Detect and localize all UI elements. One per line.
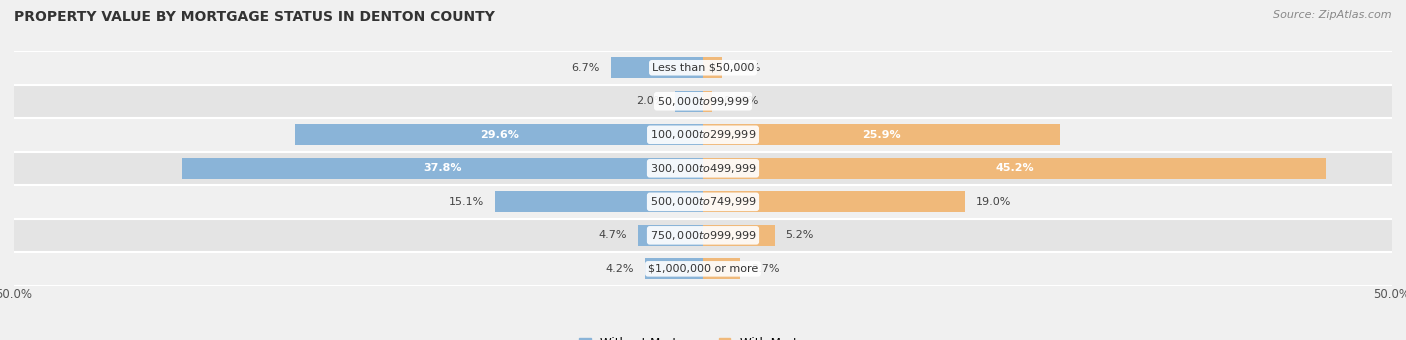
Text: 29.6%: 29.6% — [479, 130, 519, 140]
Text: 4.2%: 4.2% — [606, 264, 634, 274]
Bar — [14, 185, 1392, 219]
Bar — [645, 258, 703, 279]
Text: 2.7%: 2.7% — [751, 264, 780, 274]
Text: 2.0%: 2.0% — [636, 96, 665, 106]
Text: 15.1%: 15.1% — [449, 197, 484, 207]
Bar — [14, 219, 1392, 252]
Text: $50,000 to $99,999: $50,000 to $99,999 — [657, 95, 749, 108]
Text: $500,000 to $749,999: $500,000 to $749,999 — [650, 195, 756, 208]
Bar — [703, 191, 965, 212]
Bar — [703, 225, 775, 246]
Text: $100,000 to $299,999: $100,000 to $299,999 — [650, 128, 756, 141]
Bar — [14, 152, 1392, 185]
Bar — [610, 57, 703, 78]
Text: 19.0%: 19.0% — [976, 197, 1011, 207]
Bar — [495, 191, 703, 212]
Text: 4.7%: 4.7% — [599, 230, 627, 240]
Text: 1.4%: 1.4% — [734, 63, 762, 73]
Text: PROPERTY VALUE BY MORTGAGE STATUS IN DENTON COUNTY: PROPERTY VALUE BY MORTGAGE STATUS IN DEN… — [14, 10, 495, 24]
Bar — [703, 258, 740, 279]
Text: 25.9%: 25.9% — [862, 130, 901, 140]
Bar — [295, 124, 703, 145]
Text: $1,000,000 or more: $1,000,000 or more — [648, 264, 758, 274]
Bar — [703, 158, 1326, 179]
Bar — [14, 118, 1392, 152]
Text: 0.68%: 0.68% — [724, 96, 759, 106]
Bar — [703, 91, 713, 112]
Bar — [14, 51, 1392, 85]
Bar — [638, 225, 703, 246]
Text: $750,000 to $999,999: $750,000 to $999,999 — [650, 229, 756, 242]
Bar — [14, 85, 1392, 118]
Legend: Without Mortgage, With Mortgage: Without Mortgage, With Mortgage — [574, 332, 832, 340]
Bar — [703, 124, 1060, 145]
Text: 5.2%: 5.2% — [786, 230, 814, 240]
Bar — [703, 57, 723, 78]
Text: 6.7%: 6.7% — [571, 63, 599, 73]
Text: 45.2%: 45.2% — [995, 163, 1033, 173]
Text: Source: ZipAtlas.com: Source: ZipAtlas.com — [1274, 10, 1392, 20]
Text: $300,000 to $499,999: $300,000 to $499,999 — [650, 162, 756, 175]
Bar — [675, 91, 703, 112]
Text: Less than $50,000: Less than $50,000 — [652, 63, 754, 73]
Bar — [14, 252, 1392, 286]
Bar — [183, 158, 703, 179]
Text: 37.8%: 37.8% — [423, 163, 461, 173]
